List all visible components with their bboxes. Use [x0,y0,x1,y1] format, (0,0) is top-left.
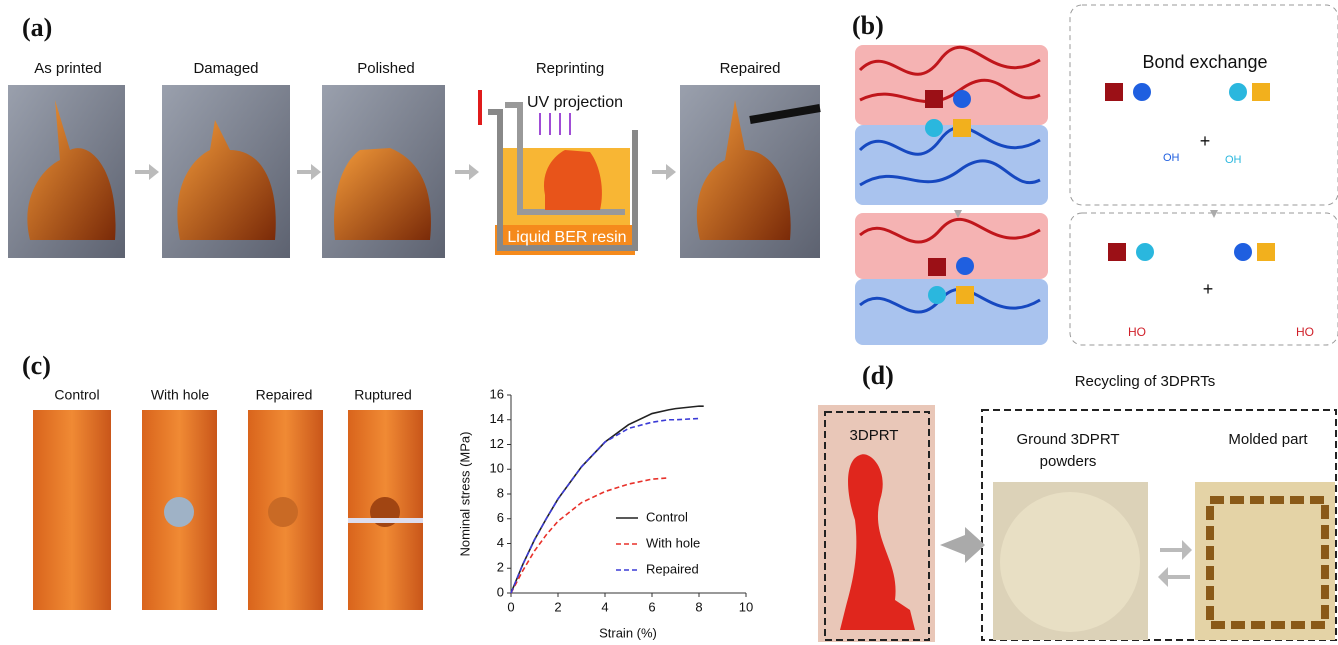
caption: Reprinting [536,60,604,77]
panel-label: (c) [22,351,51,380]
x-tick-label: 10 [739,599,753,614]
caption: Control [54,387,99,403]
title: Recycling of 3DPRTs [1075,373,1216,390]
x-tick-label: 4 [601,599,608,614]
caption: 3DPRT [850,427,899,444]
y-tick-label: 10 [490,461,504,476]
group: HO [1128,325,1146,339]
caption: Molded part [1228,431,1308,448]
x-axis-label: Strain (%) [599,625,657,640]
figure: (a) As printed Damaged Polished Reprinti… [0,0,1338,645]
y-tick-label: 2 [497,560,504,575]
caption: As printed [34,60,102,77]
y-axis-label: Nominal stress (MPa) [457,432,472,557]
y-tick-label: 8 [497,485,504,500]
caption: Polished [357,60,415,77]
panel-label: (b) [852,11,884,40]
photos-a [8,85,820,258]
plus: + [1200,131,1211,151]
panel-label: (a) [22,13,52,42]
series-line [511,478,668,593]
legend-label: With hole [646,535,700,550]
x-tick-label: 0 [507,599,514,614]
y-tick-label: 12 [490,436,504,451]
legend-label: Control [646,509,688,524]
group: OH [1163,152,1180,164]
title: Bond exchange [1142,52,1267,72]
x-tick-label: 2 [554,599,561,614]
y-tick-label: 0 [497,584,504,599]
plot: 0 2 4 6 8 10 0 2 4 6 8 10 12 14 16 Control With hole Repa… [490,386,754,614]
y-tick-label: 4 [497,535,504,550]
panel-label: (d) [862,361,894,390]
annotation: UV projection [527,94,623,111]
caption: Repaired [256,387,313,403]
annotation: Liquid BER resin [507,229,626,246]
caption: powders [1040,453,1097,470]
y-tick-label: 16 [490,386,504,401]
photos-c [33,410,423,610]
x-tick-label: 8 [695,599,702,614]
group: HO [1296,325,1314,339]
caption: Ruptured [354,387,412,403]
y-tick-label: 6 [497,510,504,525]
x-tick-label: 6 [648,599,655,614]
caption: Ground 3DPRT [1016,431,1119,448]
plus: + [1203,279,1214,299]
group: OH [1225,154,1242,166]
legend-label: Repaired [646,561,699,576]
caption: Repaired [720,60,781,77]
caption: With hole [151,387,210,403]
y-tick-label: 14 [490,411,504,426]
caption: Damaged [193,60,258,77]
